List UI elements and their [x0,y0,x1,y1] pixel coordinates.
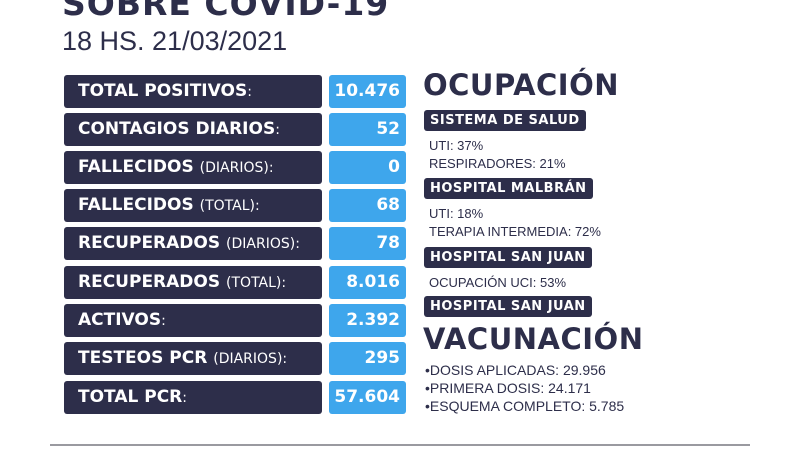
info-line: UTI: 37% [429,138,484,153]
stat-row: RECUPERADOS (TOTAL): 8.016 [64,266,406,299]
vacunacion-heading: VACUNACIÓN [423,322,644,356]
stat-row: FALLECIDOS (TOTAL): 68 [64,189,406,222]
stat-label-sub: (DIARIOS) [199,160,269,176]
stat-label: FALLECIDOS (TOTAL): [64,189,322,222]
stat-label-sub: (DIARIOS) [226,236,296,252]
stat-label-text: FALLECIDOS [78,157,194,177]
info-line: OCUPACIÓN UCI: 53% [429,275,567,290]
stat-label: CONTAGIOS DIARIOS: [64,113,322,146]
stat-label-text: TESTEOS PCR [78,348,208,368]
stat-label-text: RECUPERADOS [78,272,221,292]
stat-colon: : [182,390,187,406]
stat-colon: : [247,84,252,100]
stat-row: TOTAL PCR: 57.604 [64,381,406,414]
stat-label: ACTIVOS: [64,304,322,337]
stat-value: 2.392 [329,304,406,337]
stat-row: RECUPERADOS (DIARIOS): 78 [64,227,406,260]
info-line: UTI: 18% [429,206,484,221]
stat-label: RECUPERADOS (DIARIOS): [64,227,322,260]
vacunacion-line: •ESQUEMA COMPLETO: 5.785 [425,398,625,414]
stat-colon: : [161,313,166,329]
stat-value: 68 [329,189,406,222]
stat-row: TOTAL POSITIVOS: 10.476 [64,75,406,108]
stat-label: TESTEOS PCR (DIARIOS): [64,342,322,375]
divider [50,444,750,446]
stat-label-sub: (DIARIOS) [213,351,283,367]
ocupacion-heading: OCUPACIÓN [423,68,620,102]
stat-row: ACTIVOS: 2.392 [64,304,406,337]
report-date: 18 HS. 21/03/2021 [62,26,288,56]
stat-label-text: FALLECIDOS [78,195,194,215]
stat-label-text: TOTAL PCR [78,387,183,407]
stat-value: 8.016 [329,266,406,299]
stat-value: 10.476 [329,75,406,108]
stat-value: 78 [329,227,406,260]
stat-label-text: RECUPERADOS [78,233,221,253]
badge-sistema-salud: SISTEMA DE SALUD [424,110,586,131]
badge-hospital-san-juan-2: HOSPITAL SAN JUAN [424,296,592,317]
stat-label-text: TOTAL POSITIVOS [78,81,248,101]
stat-label: TOTAL POSITIVOS: [64,75,322,108]
stat-label-text: CONTAGIOS DIARIOS [78,119,276,139]
stat-label-text: ACTIVOS [78,310,162,330]
stat-colon: : [282,351,288,367]
badge-hospital-san-juan: HOSPITAL SAN JUAN [424,247,592,268]
stat-label: RECUPERADOS (TOTAL): [64,266,322,299]
vacunacion-line: •PRIMERA DOSIS: 24.171 [425,380,591,396]
vacunacion-line: •DOSIS APLICADAS: 29.956 [425,362,606,378]
stat-value: 0 [329,151,406,184]
stat-value: 295 [329,342,406,375]
badge-hospital-malbran: HOSPITAL MALBRÁN [424,178,593,199]
stat-label: TOTAL PCR: [64,381,322,414]
stat-colon: : [281,275,287,291]
report-title: SOBRE COVID-19 [62,0,390,23]
stat-colon: : [254,198,260,214]
stat-row: CONTAGIOS DIARIOS: 52 [64,113,406,146]
stat-colon: : [275,122,280,138]
stat-label-sub: (TOTAL) [199,198,255,214]
stat-label: FALLECIDOS (DIARIOS): [64,151,322,184]
stat-row: FALLECIDOS (DIARIOS): 0 [64,151,406,184]
stat-value: 52 [329,113,406,146]
stat-value: 57.604 [329,381,406,414]
info-line: TERAPIA INTERMEDIA: 72% [429,224,601,239]
stat-row: TESTEOS PCR (DIARIOS): 295 [64,342,406,375]
stat-colon: : [295,236,300,252]
info-line: RESPIRADORES: 21% [429,156,566,171]
stat-label-sub: (TOTAL) [226,275,282,291]
stat-colon: : [268,160,274,176]
